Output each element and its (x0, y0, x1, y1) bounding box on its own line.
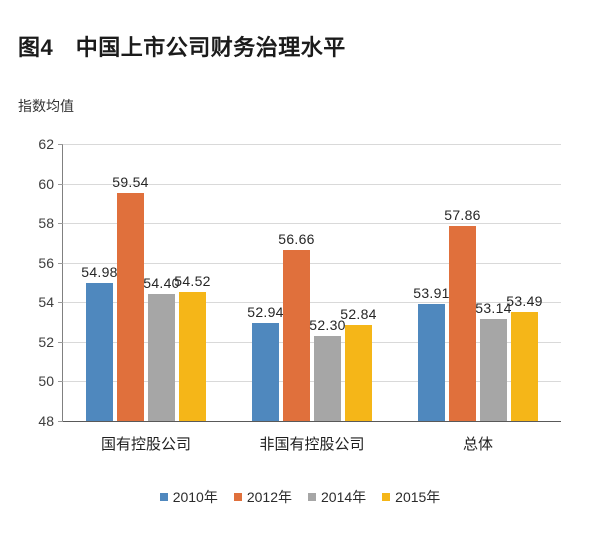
legend-item[interactable]: 2014年 (308, 487, 366, 507)
y-axis-tick-label: 48 (38, 413, 54, 429)
plot-area: 62 60 58 56 54 52 50 48 54.98 59.54 54.40 54.52 国有控… (38, 136, 561, 453)
bar-value-label: 56.66 (278, 230, 315, 247)
bar[interactable]: 59.54 (112, 174, 148, 421)
y-axis-tick-label: 60 (38, 175, 54, 192)
y-axis-tick-label: 50 (38, 373, 54, 390)
bar-value-label: 54.98 (81, 263, 118, 280)
bar-group: 53.91 57.86 53.14 53.49 总体 (395, 144, 561, 453)
gridline (63, 302, 561, 304)
gridline (63, 341, 561, 343)
y-axis-tick (58, 262, 63, 264)
legend-label: 2015年 (395, 489, 441, 505)
y-axis-title: 指数均值 (18, 98, 74, 114)
y-axis-tick (58, 341, 63, 343)
bar-value-label: 53.91 (413, 285, 450, 302)
bar[interactable]: 54.98 (81, 264, 117, 421)
bar-value-label: 54.40 (143, 275, 180, 292)
bar-value-label: 53.49 (506, 293, 543, 310)
y-axis-tick-label: 54 (38, 294, 54, 311)
bar[interactable]: 57.86 (444, 207, 480, 421)
y-axis-tick-label: 56 (38, 254, 54, 271)
gridline (63, 262, 561, 264)
bar-group: 54.98 59.54 54.40 54.52 国有控股公司 (63, 144, 229, 453)
bar[interactable]: 52.30 (309, 317, 345, 421)
bar-group: 52.94 56.66 52.30 52.84 非国有控股公司 (229, 144, 395, 453)
legend-swatch-icon (308, 493, 316, 501)
legend-swatch-icon (233, 493, 242, 501)
bar[interactable]: 54.52 (174, 273, 210, 421)
bar-value-label: 59.54 (112, 173, 149, 190)
y-axis-tick (58, 302, 63, 304)
bar[interactable]: 53.91 (413, 285, 449, 421)
bar-value-label: 52.30 (309, 316, 346, 333)
legend-item[interactable]: 2012年 (233, 487, 292, 507)
y-axis-tick (58, 183, 63, 185)
legend-label: 2010年 (172, 489, 218, 505)
x-axis-category-label: 国有控股公司 (100, 436, 191, 453)
x-axis-category-label: 非国有控股公司 (259, 436, 365, 453)
y-axis-tick (58, 144, 63, 145)
bar[interactable]: 52.84 (340, 306, 376, 421)
gridline (63, 183, 561, 185)
legend-label: 2012年 (246, 489, 292, 505)
legend-label: 2014年 (321, 489, 367, 505)
y-axis-tick-label: 58 (38, 215, 54, 232)
bar[interactable]: 52.94 (247, 304, 283, 421)
bar-value-label: 52.94 (247, 304, 284, 321)
y-axis-tick-label: 52 (38, 333, 54, 350)
gridline (63, 381, 561, 383)
bar-value-label: 52.84 (340, 306, 377, 323)
legend-swatch-icon (382, 493, 391, 501)
bar[interactable]: 54.40 (143, 275, 179, 421)
legend-item[interactable]: 2010年 (159, 487, 218, 507)
y-axis-tick (58, 381, 63, 383)
gridline (63, 223, 561, 225)
bar[interactable]: 53.14 (475, 300, 511, 421)
bar[interactable]: 53.49 (506, 293, 542, 421)
legend-item[interactable]: 2015年 (382, 487, 440, 507)
y-axis-tick-label: 62 (38, 136, 54, 152)
bar-value-label: 53.14 (475, 300, 512, 317)
gridline (63, 144, 561, 145)
chart-legend: 2010年 2012年 2014年 2015年 (0, 487, 600, 507)
x-axis-category-label: 总体 (462, 436, 493, 453)
bar[interactable]: 56.66 (278, 231, 314, 421)
legend-swatch-icon (159, 493, 168, 501)
bar-value-label: 54.52 (174, 273, 211, 289)
y-axis-tick (58, 421, 63, 422)
bar-value-label: 57.86 (444, 206, 481, 223)
chart-title: 图4 中国上市公司财务治理水平 (18, 35, 346, 60)
y-axis-tick (58, 223, 63, 225)
